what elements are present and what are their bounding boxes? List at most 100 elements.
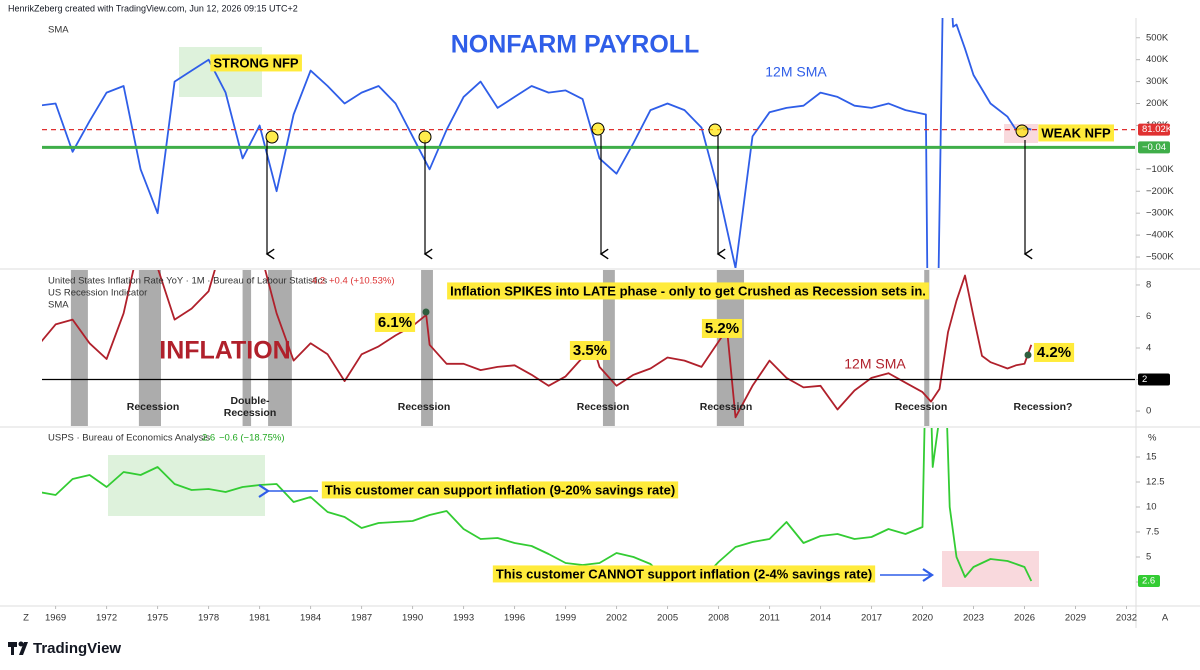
y-tick-label: 300K — [1146, 76, 1169, 87]
x-tick-label: 2029 — [1065, 613, 1086, 624]
annotation: 12M SMA — [844, 356, 906, 372]
highlight — [1033, 342, 1075, 362]
value-badge-label: 2 — [1142, 374, 1147, 385]
arrows — [265, 135, 1033, 260]
y-tick-label: −500K — [1146, 252, 1174, 263]
y-tick-label: 15 — [1146, 452, 1157, 463]
annotation: 5.2% — [705, 320, 739, 337]
x-tick-label: 2008 — [708, 613, 729, 624]
weak-zone — [942, 551, 1039, 587]
header: HenrikZeberg created with TradingView.co… — [8, 3, 298, 13]
corner-label: Z — [23, 613, 29, 624]
recession-band — [924, 270, 930, 426]
y-tick-label: −100K — [1146, 164, 1174, 175]
x-tick-label: 2005 — [657, 613, 678, 624]
annotation: This customer can support inflation (9-2… — [325, 482, 675, 497]
x-tick-label: 1996 — [504, 613, 525, 624]
legend-change: −0.6 (−18.75%) — [219, 433, 285, 444]
legend: US Recession Indicator — [48, 288, 147, 299]
value-badge-label: 2.6 — [1142, 576, 1155, 587]
legend-value: 4.2 — [312, 276, 325, 287]
recession-label: Recession — [700, 401, 753, 413]
highlight — [1038, 124, 1114, 142]
value-badge — [1138, 373, 1170, 386]
headline: Inflation SPIKES into LATE phase - only … — [450, 283, 926, 298]
recession-band — [70, 270, 88, 426]
y-tick-label: −300K — [1146, 208, 1174, 219]
annotation: 12M SMA — [765, 64, 827, 80]
pane — [42, 428, 1033, 582]
y-tick-label: 7.5 — [1146, 527, 1159, 538]
legend: SMA — [48, 300, 69, 311]
recession-label: Recession — [895, 401, 948, 413]
legend: USPS · Bureau of Economics Analysis — [48, 433, 210, 444]
x-tick-label: 2014 — [810, 613, 831, 624]
x-tick-label: 2002 — [606, 613, 627, 624]
logo-mark — [8, 641, 28, 655]
highlight — [374, 312, 416, 332]
highlight — [492, 565, 876, 583]
x-tick-label: 2032 — [1116, 613, 1137, 624]
highlight — [321, 481, 679, 499]
y-tick-label: 5 — [1146, 552, 1151, 563]
recession-label: Recession — [577, 401, 630, 413]
value-badge — [1138, 141, 1170, 154]
annotation: This customer CANNOT support inflation (… — [496, 566, 872, 581]
y-tick-label: 6 — [1146, 311, 1151, 322]
y-tick-label: 400K — [1146, 54, 1169, 65]
x-tick-label: 1987 — [351, 613, 372, 624]
x-tick-label: 1993 — [453, 613, 474, 624]
legend-change: +0.4 (+10.53%) — [329, 276, 395, 287]
y-tick-label: 200K — [1146, 98, 1169, 109]
x-tick-label: 2020 — [912, 613, 933, 624]
legend: United States Inflation Rate YoY · 1M · … — [48, 276, 327, 287]
y-tick-label: 10 — [1146, 502, 1157, 513]
legend: SMA — [48, 25, 69, 36]
recession-label: Recession — [127, 401, 180, 413]
x-tick-label: 1969 — [45, 613, 66, 624]
y-tick-label: −400K — [1146, 230, 1174, 241]
series-line — [42, 270, 1033, 419]
x-tick-label: 2011 — [759, 613, 779, 624]
highlight — [210, 54, 302, 72]
annotation: 4.2% — [1037, 344, 1071, 361]
recession-band — [242, 270, 252, 426]
x-tick-label: 1981 — [249, 613, 270, 624]
markers — [265, 122, 1029, 144]
strong-zone — [108, 455, 265, 516]
annotation: STRONG NFP — [213, 55, 299, 70]
recession-label: Recession? — [1014, 401, 1073, 413]
pane — [42, 270, 1033, 426]
x-tick-label: 1978 — [198, 613, 219, 624]
value-badge — [1138, 123, 1170, 136]
legend-value: 2.6 — [202, 433, 215, 444]
annotation: 6.1% — [378, 314, 412, 331]
recession-label: Recession — [224, 407, 277, 419]
y-tick-label: −200K — [1146, 186, 1174, 197]
highlight — [701, 318, 743, 338]
x-tick-label: 1984 — [300, 613, 321, 624]
y-tick-label: 8 — [1146, 279, 1151, 290]
recession-label: Recession — [398, 401, 451, 413]
y-tick-label: 500K — [1146, 32, 1169, 43]
x-tick-label: 1990 — [402, 613, 423, 624]
value-badge — [1138, 575, 1160, 587]
highlight — [569, 340, 611, 360]
logo: TradingView — [33, 640, 121, 657]
x-tick-label: 2026 — [1014, 613, 1035, 624]
y-tick-label: 4 — [1146, 343, 1151, 354]
annotation: WEAK NFP — [1041, 125, 1111, 140]
title: NONFARM PAYROLL — [451, 31, 700, 59]
recession-label: Double- — [230, 395, 270, 407]
y-tick-label: 12.5 — [1146, 477, 1165, 488]
x-tick-label: 1999 — [555, 613, 576, 624]
x-tick-label: 1972 — [96, 613, 117, 624]
recession-band — [421, 270, 433, 426]
corner-label: A — [1162, 613, 1169, 624]
series-line — [42, 428, 1033, 582]
recession-band — [138, 270, 161, 426]
y-tick-label: 0 — [1146, 406, 1151, 417]
series-line — [42, 18, 1032, 268]
x-tick-label: 2023 — [963, 613, 984, 624]
x-tick-label: 1975 — [147, 613, 168, 624]
